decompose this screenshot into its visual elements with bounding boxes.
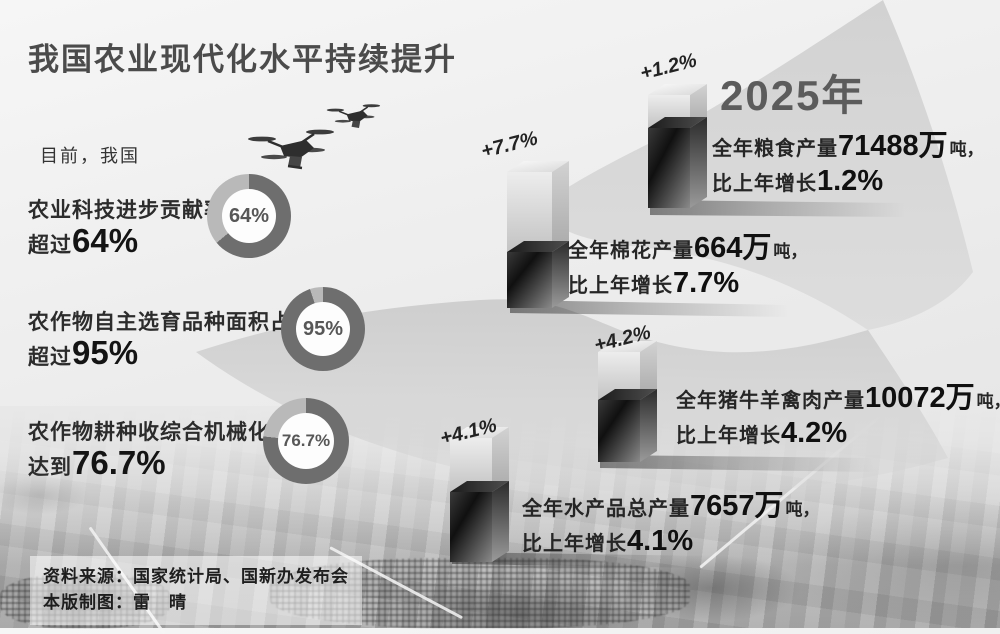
swoosh-flag (543, 0, 973, 330)
drone-icon-small (326, 104, 381, 129)
bar-shadow (650, 200, 905, 217)
production-number: 7657万 (690, 490, 784, 522)
bar-shadows (452, 200, 905, 568)
growth-prefix: 比上年增长 (676, 425, 781, 447)
growth-value: 1.2% (817, 165, 884, 197)
indicator-label-science: 农业科技进步贡献率 (28, 199, 226, 222)
production-block-cotton: 全年棉花产量 664万 吨， 比上年增长 7.7% (568, 234, 807, 304)
indicator-value-mechanization: 达到 76.7% (28, 444, 166, 482)
production-unit: 吨， (949, 140, 984, 159)
growth-value: 4.2% (781, 417, 848, 449)
donut-center-label: 95% (296, 302, 350, 356)
production-line2: 比上年增长 1.2% (712, 167, 984, 196)
bar-column-grain (648, 84, 707, 208)
production-unit: 吨， (773, 242, 808, 261)
indicator-big-value: 95% (72, 334, 139, 371)
drone-icon (248, 129, 334, 170)
indicator-label-mechanization: 农作物耕种收综合机械化率 (28, 421, 292, 444)
indicator-prefix: 超过 (28, 346, 72, 369)
production-prefix: 全年棉花产量 (568, 240, 694, 262)
growth-value: 4.1% (627, 525, 694, 557)
production-line2: 比上年增长 4.2% (676, 419, 1000, 448)
indicator-label-seeds: 农作物自主选育品种面积占比 (28, 311, 314, 334)
bar-shadow (600, 455, 875, 472)
bar-shadow (510, 300, 790, 317)
growth-prefix: 比上年增长 (712, 173, 817, 195)
production-number: 10072万 (865, 382, 975, 414)
swoosh-banner (196, 0, 973, 494)
indicator-prefix: 超过 (28, 234, 72, 257)
donut-chart-science: 64% (207, 174, 291, 258)
production-number: 664万 (694, 232, 772, 264)
growth-prefix: 比上年增长 (522, 533, 627, 555)
production-prefix: 全年猪牛羊禽肉产量 (676, 390, 865, 412)
donut-chart-mechanization: 76.7% (263, 398, 349, 484)
source-credit-box: 资料来源：国家统计局、国新办发布会 本版制图：雷 晴 (30, 556, 362, 625)
production-block-grain: 全年粮食产量 71488万 吨， 比上年增长 1.2% (712, 132, 984, 202)
year-label: 2025年 (720, 72, 866, 119)
production-line2: 比上年增长 7.7% (568, 269, 807, 298)
swoosh-stroke (196, 299, 948, 494)
bar-column-aquatic (450, 427, 509, 562)
bar-column-meat (598, 341, 657, 462)
indicator-prefix: 达到 (28, 456, 72, 479)
growth-prefix: 比上年增长 (568, 275, 673, 297)
page-title: 我国农业现代化水平持续提升 (28, 42, 457, 77)
bar-shadow (452, 552, 705, 568)
production-unit: 吨， (785, 500, 820, 519)
donut-center-label: 64% (222, 189, 276, 243)
bar-column-cotton (507, 161, 569, 308)
production-unit: 吨， (976, 392, 1000, 411)
production-line1: 全年粮食产量 71488万 吨， (712, 132, 984, 161)
indicator-value-seeds: 超过 95% (28, 334, 138, 372)
indicator-big-value: 64% (72, 222, 139, 259)
production-block-aquatic: 全年水产品总产量 7657万 吨， 比上年增长 4.1% (522, 492, 820, 562)
source-line: 资料来源：国家统计局、国新办发布会 (43, 567, 349, 586)
production-line2: 比上年增长 4.1% (522, 527, 820, 556)
donut-chart-seeds: 95% (281, 287, 365, 371)
production-number: 71488万 (838, 130, 948, 162)
indicator-big-value: 76.7% (72, 444, 166, 481)
production-prefix: 全年粮食产量 (712, 138, 838, 160)
production-line1: 全年水产品总产量 7657万 吨， (522, 492, 820, 521)
credit-line: 本版制图：雷 晴 (43, 593, 187, 613)
growth-value: 7.7% (673, 267, 740, 299)
indicator-value-science: 超过 64% (28, 222, 138, 260)
donut-center-label: 76.7% (278, 413, 334, 469)
production-prefix: 全年水产品总产量 (522, 498, 690, 520)
production-line1: 全年棉花产量 664万 吨， (568, 234, 807, 263)
intro-text: 目前，我国 (40, 146, 140, 166)
